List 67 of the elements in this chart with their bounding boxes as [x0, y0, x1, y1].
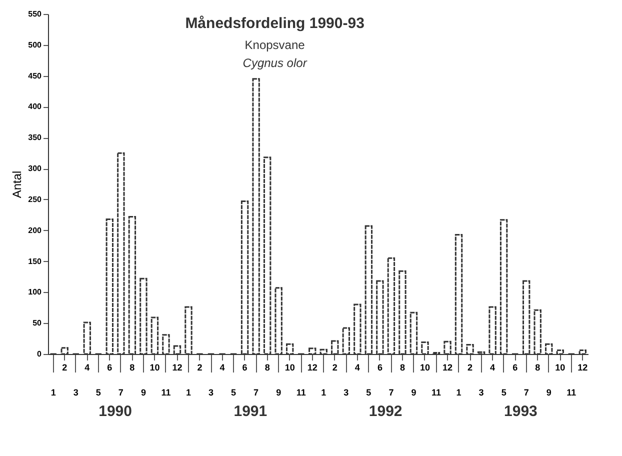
x-tick-label: 10	[284, 362, 295, 372]
y-tick-label: 0	[37, 350, 42, 358]
x-tick-label: 4	[84, 362, 90, 372]
y-tick-label: 200	[28, 226, 42, 235]
x-tick-label: 10	[555, 362, 566, 372]
text: 1991	[234, 403, 268, 420]
x-tick-label: 6	[107, 362, 112, 372]
x-tick-label: 3	[73, 388, 78, 398]
x-tick-label: 8	[130, 362, 135, 372]
y-axis-title: Antal	[10, 170, 24, 198]
x-tick-label: 4	[354, 362, 360, 372]
x-tick-label: 7	[254, 388, 259, 398]
y-tick-label: 250	[28, 194, 42, 204]
x-tick-label: 4	[490, 362, 496, 372]
y-tick-label: 300	[28, 164, 42, 174]
x-tick-label: 2	[332, 362, 338, 372]
x-tick-label: 3	[344, 388, 349, 398]
x-tick-label: 8	[264, 362, 270, 372]
chart-title: Månedsfordeling 1990-93	[185, 15, 364, 32]
x-tick-label: 5	[366, 388, 372, 398]
x-tick-label: 3	[208, 388, 214, 398]
x-tick-label: 7	[118, 388, 124, 398]
x-tick-label: 12	[578, 362, 588, 372]
x-tick-label: 9	[276, 388, 282, 398]
x-tick-label: 1	[456, 388, 462, 398]
x-tick-label: 2	[197, 362, 202, 372]
y-tick-label: 550	[28, 10, 42, 18]
text: 1990	[98, 403, 132, 420]
text: 1993	[504, 403, 538, 420]
y-tick-label: 100	[28, 288, 42, 297]
y-tick-label: 500	[28, 40, 42, 50]
x-tick-label: 11	[431, 388, 442, 398]
text: Knopsvane Cygnus olor	[242, 38, 308, 70]
x-tick-label: 1	[321, 388, 326, 398]
x-tick-label: 12	[442, 362, 453, 372]
text: 1992	[368, 403, 402, 420]
y-tick-label: 400	[28, 102, 42, 112]
x-tick-label: 10	[420, 362, 430, 372]
x-tick-label: 5	[231, 388, 236, 398]
x-tick-label: 1	[186, 388, 191, 398]
x-tick-label: 2	[468, 362, 473, 372]
x-tick-label: 8	[400, 362, 405, 372]
x-tick-label: 5	[96, 388, 101, 398]
x-tick-label: 11	[296, 388, 306, 398]
x-tick-label: 6	[242, 362, 248, 372]
x-tick-label: 8	[535, 362, 540, 372]
y-tick-label: 350	[28, 133, 42, 142]
x-tick-label: 1	[50, 388, 56, 398]
x-tick-label: 9	[140, 388, 146, 398]
x-tick-label: 12	[307, 362, 318, 372]
x-tick-label: 11	[161, 388, 171, 398]
x-tick-label: 3	[478, 388, 484, 398]
x-tick-label: 5	[501, 388, 506, 398]
x-tick-label: 11	[566, 388, 576, 398]
x-tick-label: 6	[512, 362, 518, 372]
x-tick-label: 7	[524, 388, 529, 398]
x-tick-label: 12	[172, 362, 182, 372]
x-tick-label: 2	[62, 362, 68, 372]
y-tick-label: 150	[28, 256, 42, 266]
x-tick-label: 7	[388, 388, 394, 398]
y-tick-label: 450	[28, 71, 42, 80]
x-tick-label: 9	[546, 388, 552, 398]
x-tick-label: 4	[220, 362, 225, 372]
x-tick-label: 9	[411, 388, 416, 398]
x-tick-label: 6	[377, 362, 382, 372]
x-tick-label: 10	[150, 362, 160, 372]
y-tick-label: 50	[32, 318, 42, 328]
